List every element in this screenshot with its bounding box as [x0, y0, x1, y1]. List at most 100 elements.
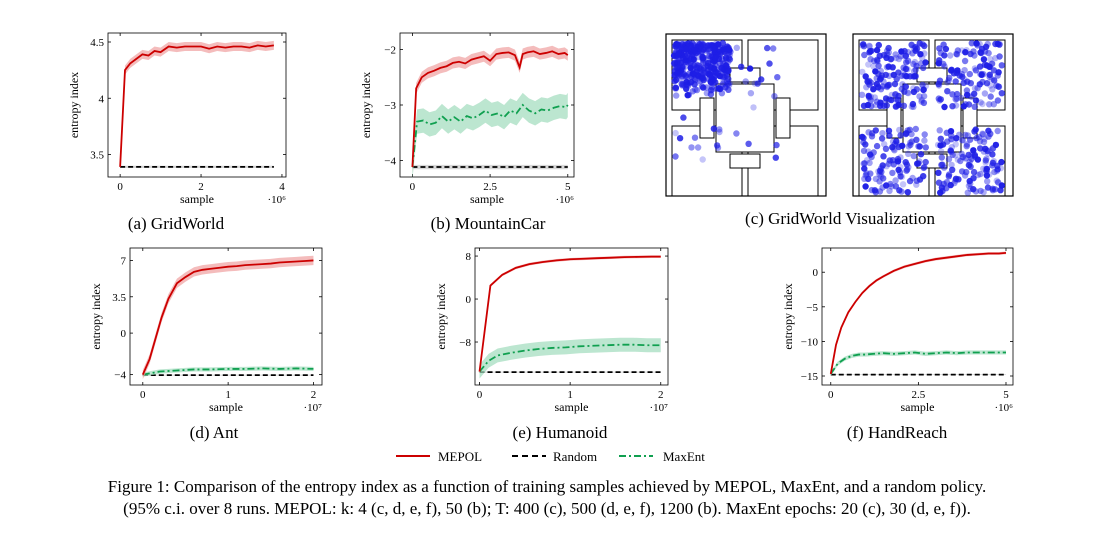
visit-dot [909, 50, 916, 57]
visit-dot [720, 76, 727, 84]
visit-dot [946, 74, 953, 82]
visit-dot [866, 42, 873, 49]
y-axis-label: entropy index [434, 283, 448, 349]
x-axis-label: sample [901, 400, 935, 414]
visit-dot [994, 72, 1001, 79]
x-axis-label: sample [555, 400, 589, 414]
panel-humanoid-chart: 0 1 2 8 0 −8 sample ·10⁷ entropy index (e) Humano… [434, 247, 669, 442]
visit-dot [978, 70, 985, 78]
legend: MEPOL Random MaxEnt [396, 449, 705, 464]
x-tick-label: 1 [567, 389, 573, 401]
visit-dot [883, 163, 890, 170]
figure-caption-line-2: (95% c.i. over 8 runs. MEPOL: k: 4 (c, d… [123, 499, 971, 518]
visit-dot [991, 77, 998, 84]
visit-dot [943, 129, 950, 136]
visit-dot [959, 73, 966, 81]
visit-dot [952, 152, 959, 159]
visit-dot [954, 47, 962, 54]
visit-dot [864, 101, 872, 109]
visit-dot [961, 57, 969, 65]
visit-dot [893, 75, 900, 83]
y-tick-label: −15 [801, 371, 819, 383]
visit-dot [712, 54, 719, 61]
visit-dot [909, 100, 917, 108]
visit-dot [959, 137, 966, 144]
visit-dot [980, 165, 987, 172]
visit-dot [716, 128, 723, 136]
visit-dot [904, 66, 911, 73]
visit-dot [700, 84, 707, 91]
visit-dot [671, 60, 678, 67]
visit-dot [873, 75, 880, 82]
mepol-confidence-band [142, 255, 314, 380]
visit-dot [688, 144, 695, 151]
visit-dot [958, 94, 965, 102]
mepol-confidence-band [120, 40, 274, 172]
visit-dot [971, 90, 978, 98]
visit-dot [773, 141, 780, 149]
visit-dot [910, 88, 918, 96]
panel-caption: (a) GridWorld [128, 214, 225, 233]
visit-dot [966, 70, 973, 78]
legend-random-label: Random [553, 449, 597, 464]
x-tick-label: 4 [279, 181, 285, 193]
visit-dot [718, 90, 726, 97]
visit-dot [680, 54, 687, 62]
visit-dot [994, 127, 1001, 135]
y-tick-label: 7 [121, 255, 127, 267]
visit-dot [957, 157, 964, 165]
visit-dot [880, 175, 887, 182]
visit-dot [997, 165, 1004, 172]
visit-dot [867, 151, 874, 158]
visit-dot [725, 67, 732, 74]
visit-dot [998, 158, 1005, 166]
visit-dot [700, 75, 707, 82]
visit-dot [992, 141, 1000, 149]
visit-dot [671, 77, 678, 85]
mepol-line [119, 44, 274, 167]
y-tick-label: −2 [384, 45, 396, 57]
y-tick-label: 0 [121, 328, 127, 340]
maxent-confidence-band [412, 92, 568, 180]
visit-dot [985, 133, 992, 140]
visit-dot [921, 137, 928, 144]
visit-dot [934, 141, 942, 149]
visit-dot [882, 71, 889, 79]
visit-dot [895, 143, 903, 151]
visit-dot [865, 61, 872, 68]
visit-dot [866, 43, 873, 50]
visit-dot [998, 90, 1005, 97]
visit-dot [859, 133, 866, 141]
visit-dot [902, 65, 910, 73]
visit-dot [991, 168, 998, 176]
visit-dot [910, 85, 917, 92]
maxent-line [478, 343, 661, 373]
visit-dot [961, 172, 969, 179]
visit-dot [983, 172, 991, 179]
visit-dot [922, 158, 929, 166]
visit-dot [862, 73, 869, 80]
visit-dot [884, 51, 891, 58]
visit-dot [687, 59, 694, 67]
visit-dot [916, 158, 923, 165]
visit-dot [860, 147, 868, 155]
visit-dot [699, 53, 706, 60]
visit-dot [982, 157, 989, 164]
visit-dot [673, 41, 680, 48]
visit-dot [772, 154, 779, 161]
visit-dot [674, 70, 681, 77]
visit-dot [715, 85, 722, 92]
x-tick-label: 2 [311, 389, 317, 401]
y-tick-label: −3 [384, 100, 396, 112]
visit-dot [689, 88, 696, 95]
visit-dot [912, 125, 919, 133]
visit-dot [977, 187, 984, 195]
visit-dot [893, 96, 900, 103]
visit-dot [937, 96, 944, 103]
x-tick-label: 2 [658, 389, 664, 401]
visit-dot [873, 142, 881, 150]
visit-dot [873, 98, 881, 105]
visit-dot [671, 84, 678, 91]
visit-dot [747, 90, 755, 97]
visit-dot [764, 44, 771, 52]
